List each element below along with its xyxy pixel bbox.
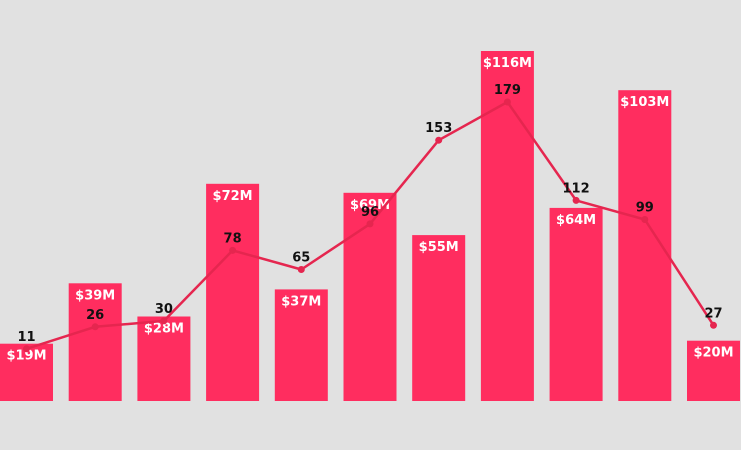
line-value-label: 27	[704, 306, 722, 321]
line-point-group	[23, 98, 717, 353]
line-point	[91, 323, 99, 331]
bar	[618, 90, 672, 401]
line-point	[710, 321, 717, 329]
bar-value-label: $20M	[693, 346, 733, 361]
line-point	[641, 216, 649, 223]
bar-value-label: $103M	[620, 95, 669, 110]
bar	[412, 235, 466, 401]
bar-value-label: $37M	[281, 294, 321, 309]
line-value-label: 112	[563, 181, 590, 196]
line-value-label: 96	[361, 205, 379, 220]
line-value-label: 99	[636, 201, 654, 216]
line-value-label: 26	[86, 308, 104, 323]
bar-label-group: $19M $39M $28M $72M $37M $69M $55M $116M $64M $10…	[6, 56, 733, 364]
bar	[0, 343, 53, 401]
bar	[687, 340, 740, 401]
bar	[480, 51, 534, 401]
bar-series	[0, 51, 740, 401]
bar	[343, 192, 397, 401]
line-point	[160, 317, 168, 325]
bar	[137, 316, 191, 401]
bar-value-label: $55M	[419, 240, 459, 255]
bar	[274, 289, 328, 401]
bar-value-label: $72M	[213, 189, 253, 204]
line-value-label: 179	[494, 83, 521, 98]
line-label-group: 11 26 30 78 65 96 153 179 112 99 27	[17, 83, 722, 345]
line-point	[229, 246, 237, 254]
line-point	[503, 98, 511, 106]
bar-value-label: $39M	[75, 288, 115, 303]
bar-value-label: $116M	[483, 56, 532, 71]
bar-value-label: $28M	[144, 322, 184, 337]
bar	[549, 207, 603, 401]
line-point	[297, 266, 305, 273]
line-value-label: 30	[155, 302, 173, 317]
line-value-label: 78	[224, 231, 242, 246]
line-point	[23, 345, 30, 353]
line-value-label: 65	[292, 251, 310, 266]
bar-value-label: $19M	[6, 349, 46, 364]
bar	[206, 183, 260, 401]
bar	[68, 283, 122, 401]
line-value-label: 153	[425, 121, 452, 136]
line-point	[366, 220, 374, 228]
line-value-label: 11	[17, 330, 35, 345]
bar-value-label: $64M	[556, 213, 596, 228]
line-point	[572, 196, 580, 204]
line-point	[435, 136, 443, 144]
bar-value-label: $69M	[350, 198, 390, 213]
